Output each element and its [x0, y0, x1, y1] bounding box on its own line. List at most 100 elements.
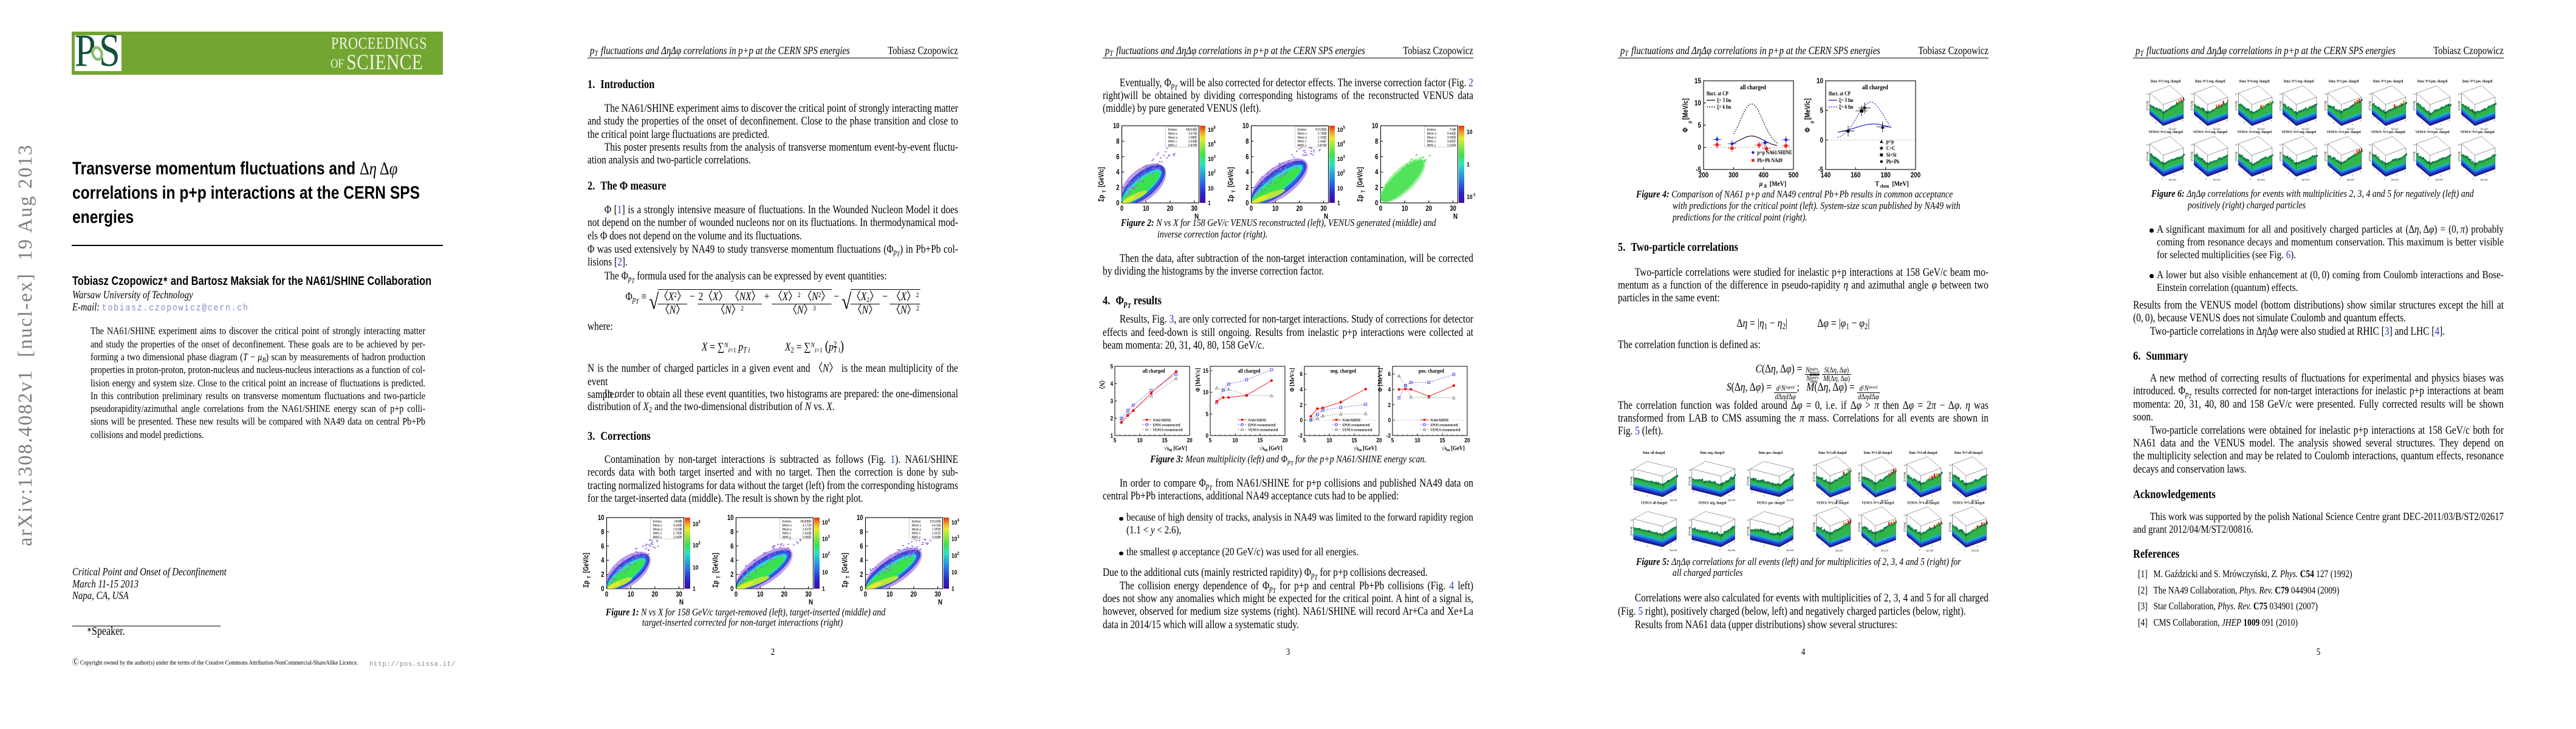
svg-text:1.0: 1.0 [2191, 151, 2193, 154]
svg-text:1.0: 1.0 [2458, 100, 2461, 103]
svg-text:Mean x: Mean x [1168, 132, 1178, 136]
svg-text:ξ= 3 fm: ξ= 3 fm [1717, 97, 1732, 103]
svg-text:RMS y: RMS y [1298, 144, 1307, 148]
svg-text:20: 20 [652, 590, 659, 598]
svg-text:Δφ [rad]: Δφ [rad] [2302, 127, 2310, 130]
svg-text:200: 200 [1911, 171, 1920, 179]
svg-text:VENUS reconstructed: VENUS reconstructed [1249, 428, 1279, 433]
svg-text:2: 2 [2218, 174, 2219, 176]
svg-text:C(Δη,Δφ): C(Δη,Δφ) [2368, 101, 2371, 109]
svg-text:6: 6 [860, 542, 863, 550]
svg-text:1.0: 1.0 [2280, 100, 2282, 103]
svg-text:VENUS: neg. charged: VENUS: neg. charged [1698, 501, 1726, 505]
svg-text:0: 0 [2378, 122, 2379, 124]
svg-text:30: 30 [676, 590, 682, 598]
svg-text:15: 15 [1351, 437, 1357, 443]
svg-text:0: 0 [2334, 122, 2335, 124]
svg-text:RMS x: RMS x [1168, 140, 1177, 144]
svg-text:1511209: 1511209 [930, 520, 940, 524]
svg-text:Data: N=3 neg. charged: Data: N=3 neg. charged [2195, 80, 2225, 84]
svg-text:Δφ [rad]: Δφ [rad] [2436, 178, 2444, 181]
svg-text:C(Δη,Δφ): C(Δη,Δφ) [2413, 152, 2416, 160]
svg-text:C(Δη,Δφ): C(Δη,Δφ) [1858, 473, 1861, 480]
svg-text:2: 2 [601, 571, 604, 579]
svg-text:1.5: 1.5 [1949, 514, 1951, 516]
svg-text:30: 30 [934, 590, 941, 598]
svg-text:C(Δη,Δφ): C(Δη,Δφ) [1948, 523, 1951, 530]
svg-text:1.3975: 1.3975 [932, 528, 941, 532]
svg-text:10: 10 [1242, 122, 1249, 130]
svg-text:103: 103 [1208, 155, 1216, 163]
svg-text:C(Δη,Δφ): C(Δη,Δφ) [2324, 101, 2327, 109]
svg-text:5: 5 [1303, 437, 1306, 443]
svg-text:VENUS reconstructed: VENUS reconstructed [1343, 428, 1373, 433]
svg-text:Φ: Φ [1804, 127, 1812, 132]
svg-text:0: 0 [1698, 143, 1701, 151]
svg-text:Σp: Σp [841, 581, 849, 587]
svg-text:0: 0 [735, 590, 738, 598]
svg-text:EPOS reconstructed: EPOS reconstructed [1343, 423, 1371, 428]
svg-text:Δφ [rad]: Δφ [rad] [2391, 127, 2399, 130]
svg-text:3: 3 [1676, 490, 1677, 493]
svg-text:3: 3 [2494, 170, 2495, 173]
svg-text:0: 0 [1250, 205, 1253, 213]
svg-text:2: 2 [2428, 178, 2430, 180]
svg-text:300: 300 [1728, 171, 1738, 179]
svg-text:3: 3 [1849, 491, 1851, 493]
svg-text:2: 2 [2340, 178, 2341, 180]
svg-text:0: 0 [864, 590, 867, 598]
svg-text:Δφ [rad]: Δφ [rad] [2347, 127, 2355, 130]
svg-text:2: 2 [2263, 174, 2264, 176]
svg-text:1: 1 [1337, 200, 1340, 207]
svg-text:EPOS reconstructed: EPOS reconstructed [1249, 423, 1276, 428]
svg-text:0: 0 [860, 585, 863, 593]
svg-text:0.5: 0.5 [1747, 534, 1749, 536]
svg-text:0: 0 [2378, 172, 2379, 174]
svg-text:chem: chem [1880, 183, 1889, 189]
svg-text:VENUS: pos. charged: VENUS: pos. charged [1756, 501, 1784, 505]
svg-text:C(Δη,Δφ): C(Δη,Δφ) [2146, 101, 2149, 109]
svg-text:0: 0 [1116, 199, 1119, 207]
svg-text:4.4495: 4.4495 [673, 524, 682, 528]
svg-text:2: 2 [1977, 545, 1978, 547]
svg-text:4: 4 [730, 556, 733, 564]
svg-text:0.5: 0.5 [2146, 159, 2149, 162]
svg-text:[MeV]: [MeV] [1770, 180, 1786, 188]
svg-text:0: 0 [1647, 545, 1648, 547]
svg-text:√s₀₀ [GeV]: √s₀₀ [GeV] [1164, 445, 1187, 452]
svg-text:VENUS: N=5 pos. charged: VENUS: N=5 pos. charged [2461, 131, 2495, 135]
svg-text:Entries: Entries [1298, 128, 1307, 132]
svg-text:Mean x: Mean x [1427, 132, 1437, 136]
svg-text:10: 10 [1137, 437, 1142, 443]
svg-text:RMS y: RMS y [1427, 144, 1436, 148]
svg-text:6: 6 [1300, 371, 1303, 377]
svg-text:4: 4 [1116, 168, 1119, 176]
svg-text:0.5: 0.5 [2458, 159, 2461, 162]
svg-text:10: 10 [693, 564, 699, 572]
svg-text:10: 10 [1372, 122, 1379, 130]
svg-text:2: 2 [2352, 123, 2353, 126]
svg-text:Δφ [rad]: Δφ [rad] [1926, 549, 1934, 552]
svg-text:1.5: 1.5 [1688, 519, 1691, 521]
svg-text:Δφ [rad]: Δφ [rad] [2347, 178, 2355, 181]
svg-text:7149: 7149 [1450, 128, 1456, 132]
svg-text:RMS y: RMS y [783, 536, 792, 540]
svg-text:4: 4 [601, 556, 604, 564]
svg-text:2: 2 [1919, 499, 1920, 501]
svg-text:1.0429: 1.0429 [673, 536, 682, 540]
svg-text:0.5: 0.5 [1858, 530, 1861, 532]
svg-text:Data: N=5 pos. charged: Data: N=5 pos. charged [2462, 80, 2492, 84]
svg-text:C(Δη,Δφ): C(Δη,Δφ) [2458, 101, 2461, 109]
svg-text:1.5: 1.5 [2146, 143, 2149, 146]
svg-text:140: 140 [1821, 171, 1831, 179]
svg-text:Σp: Σp [712, 581, 720, 587]
svg-text:2: 2 [2250, 178, 2252, 180]
svg-text:T: T [586, 576, 592, 578]
svg-text:0.5: 0.5 [1903, 480, 1906, 482]
svg-text:-2: -2 [1751, 491, 1753, 493]
svg-text:C(Δη,Δφ): C(Δη,Δφ) [2235, 152, 2238, 160]
svg-text:μ: μ [1759, 180, 1762, 188]
svg-text:2: 2 [1931, 495, 1933, 497]
svg-text:-2: -2 [1693, 541, 1694, 543]
svg-text:1.4172: 1.4172 [803, 528, 812, 532]
